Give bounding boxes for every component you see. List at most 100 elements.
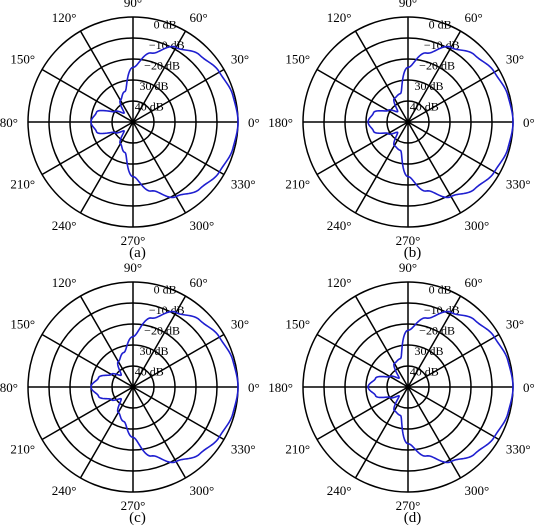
- angle-tick-label-180-c: 180°: [0, 380, 18, 395]
- angle-tick-label-270-a: 270°: [121, 233, 146, 248]
- angle-tick-label-30-a: 30°: [231, 52, 249, 67]
- grid-spoke-30-c: [132, 333, 225, 388]
- angle-tick-label-300-d: 300°: [465, 483, 490, 498]
- angle-tick-label-60-a: 60°: [190, 10, 208, 25]
- angle-tick-label-240-b: 240°: [327, 218, 352, 233]
- angle-tick-label-240-d: 240°: [327, 483, 352, 498]
- radial-tick-label-3-b: −20 dB: [419, 59, 455, 73]
- grid-spoke-150-d: [316, 333, 409, 388]
- angle-tick-label-270-b: 270°: [396, 233, 421, 248]
- grid-spoke-210-d: [316, 386, 409, 441]
- angle-tick-label-60-d: 60°: [465, 275, 483, 290]
- angle-tick-label-240-a: 240°: [52, 218, 77, 233]
- radial-tick-label-5-d: 40 dB: [410, 365, 439, 379]
- radial-tick-label-2-c: −10 dB: [149, 303, 185, 317]
- angle-tick-label-60-b: 60°: [465, 10, 483, 25]
- polar-plot-svg-c: 0° 30° 60° 90° 120° 150° 180° 210° 240° 270° 300° 3…: [0, 260, 260, 513]
- angle-tick-label-0-d: 0°: [523, 380, 535, 395]
- grid-spoke-300-b: [407, 121, 462, 214]
- angle-tick-label-60-c: 60°: [190, 275, 208, 290]
- grid-spoke-240-a: [79, 121, 134, 214]
- chart-caption-c: (c): [129, 510, 146, 526]
- grid-spoke-300-c: [132, 386, 187, 479]
- radial-tick-label-4-b: 30 dB: [414, 79, 443, 93]
- angle-tick-label-90-a: 90°: [124, 0, 142, 10]
- radial-tick-label-5-a: 40 dB: [135, 100, 164, 114]
- angle-tick-label-30-b: 30°: [506, 52, 524, 67]
- radial-tick-label-3-d: −20 dB: [419, 324, 455, 338]
- polar-chart-d: 0° 30° 60° 90° 120° 150° 180° 210° 240° 270° 300° 3…: [268, 260, 550, 530]
- grid-spoke-240-b: [354, 121, 409, 214]
- radial-tick-label-2-d: −10 dB: [424, 303, 460, 317]
- angle-tick-label-180-a: 180°: [0, 115, 18, 130]
- grid-spoke-150-a: [41, 68, 134, 123]
- grid-spoke-60-a: [132, 30, 187, 123]
- angle-tick-label-90-d: 90°: [399, 260, 417, 275]
- radial-tick-label-1-c: 0 dB: [154, 283, 177, 297]
- grid-spoke-120-d: [354, 295, 409, 388]
- angle-tick-label-330-d: 330°: [506, 442, 531, 457]
- radial-tick-label-4-c: 30 dB: [139, 344, 168, 358]
- grid-spoke-120-b: [354, 30, 409, 123]
- angle-tick-label-90-c: 90°: [124, 260, 142, 275]
- grid-spoke-120-a: [79, 30, 134, 123]
- angle-tick-label-30-d: 30°: [506, 317, 524, 332]
- chart-caption-d: (d): [403, 510, 422, 526]
- radial-tick-label-4-a: 30 dB: [139, 79, 168, 93]
- polar-plot-svg-a: 0° 30° 60° 90° 120° 150° 180° 210° 240° 270° 300° 3…: [0, 0, 260, 248]
- angle-tick-label-330-a: 330°: [231, 177, 256, 192]
- grid-spoke-30-b: [407, 68, 500, 123]
- beam-pattern-line-b: [367, 45, 514, 199]
- angle-tick-label-0-b: 0°: [523, 115, 535, 130]
- radial-tick-label-1-a: 0 dB: [154, 18, 177, 32]
- angle-tick-label-90-b: 90°: [399, 0, 417, 10]
- grid-spoke-330-d: [407, 386, 500, 441]
- angle-tick-label-120-b: 120°: [327, 10, 352, 25]
- angle-tick-label-180-b: 180°: [268, 115, 293, 130]
- chart-caption-a: (a): [129, 245, 146, 261]
- angle-tick-label-210-a: 210°: [10, 177, 35, 192]
- angle-tick-label-120-a: 120°: [52, 10, 77, 25]
- polar-chart-c: 0° 30° 60° 90° 120° 150° 180° 210° 240° 270° 300° 3…: [0, 260, 275, 530]
- radial-tick-label-5-b: 40 dB: [410, 100, 439, 114]
- angle-tick-label-330-c: 330°: [231, 442, 256, 457]
- grid-spoke-240-d: [354, 386, 409, 479]
- grid-spoke-60-d: [407, 295, 462, 388]
- radial-tick-label-2-a: −10 dB: [149, 38, 185, 52]
- angle-tick-label-210-b: 210°: [285, 177, 310, 192]
- angle-tick-label-150-d: 150°: [285, 317, 310, 332]
- grid-spoke-60-b: [407, 30, 462, 123]
- grid-spoke-120-c: [79, 295, 134, 388]
- grid-spoke-300-a: [132, 121, 187, 214]
- radial-tick-label-2-b: −10 dB: [424, 38, 460, 52]
- chart-caption-b: (b): [403, 245, 422, 261]
- angle-tick-label-0-a: 0°: [248, 115, 260, 130]
- polar-chart-a: 0° 30° 60° 90° 120° 150° 180° 210° 240° 270° 300° 3…: [0, 0, 275, 265]
- angle-tick-label-240-c: 240°: [52, 483, 77, 498]
- radial-tick-label-1-d: 0 dB: [429, 283, 452, 297]
- angle-tick-label-300-a: 300°: [190, 218, 215, 233]
- polar-plot-svg-b: 0° 30° 60° 90° 120° 150° 180° 210° 240° 270° 300° 3…: [268, 0, 535, 248]
- angle-tick-label-270-d: 270°: [396, 498, 421, 513]
- beam-pattern-line-a: [90, 45, 239, 199]
- grid-spoke-240-c: [79, 386, 134, 479]
- angle-tick-label-180-d: 180°: [268, 380, 293, 395]
- angle-tick-label-300-c: 300°: [190, 483, 215, 498]
- grid-spoke-300-d: [407, 386, 462, 479]
- radial-tick-label-3-a: −20 dB: [144, 59, 180, 73]
- angle-tick-label-210-d: 210°: [285, 442, 310, 457]
- angle-tick-label-150-c: 150°: [10, 317, 35, 332]
- angle-tick-label-270-c: 270°: [121, 498, 146, 513]
- grid-spoke-30-a: [132, 68, 225, 123]
- polar-plot-svg-d: 0° 30° 60° 90° 120° 150° 180° 210° 240° 270° 300° 3…: [268, 260, 535, 513]
- grid-spoke-210-c: [41, 386, 134, 441]
- grid-spoke-330-b: [407, 121, 500, 176]
- angle-tick-label-120-c: 120°: [52, 275, 77, 290]
- radial-tick-label-1-b: 0 dB: [429, 18, 452, 32]
- angle-tick-label-300-b: 300°: [465, 218, 490, 233]
- radial-tick-label-3-c: −20 dB: [144, 324, 180, 338]
- angle-tick-label-330-b: 330°: [506, 177, 531, 192]
- grid-spoke-60-c: [132, 295, 187, 388]
- grid-spoke-210-a: [41, 121, 134, 176]
- beam-pattern-line-c: [90, 310, 239, 464]
